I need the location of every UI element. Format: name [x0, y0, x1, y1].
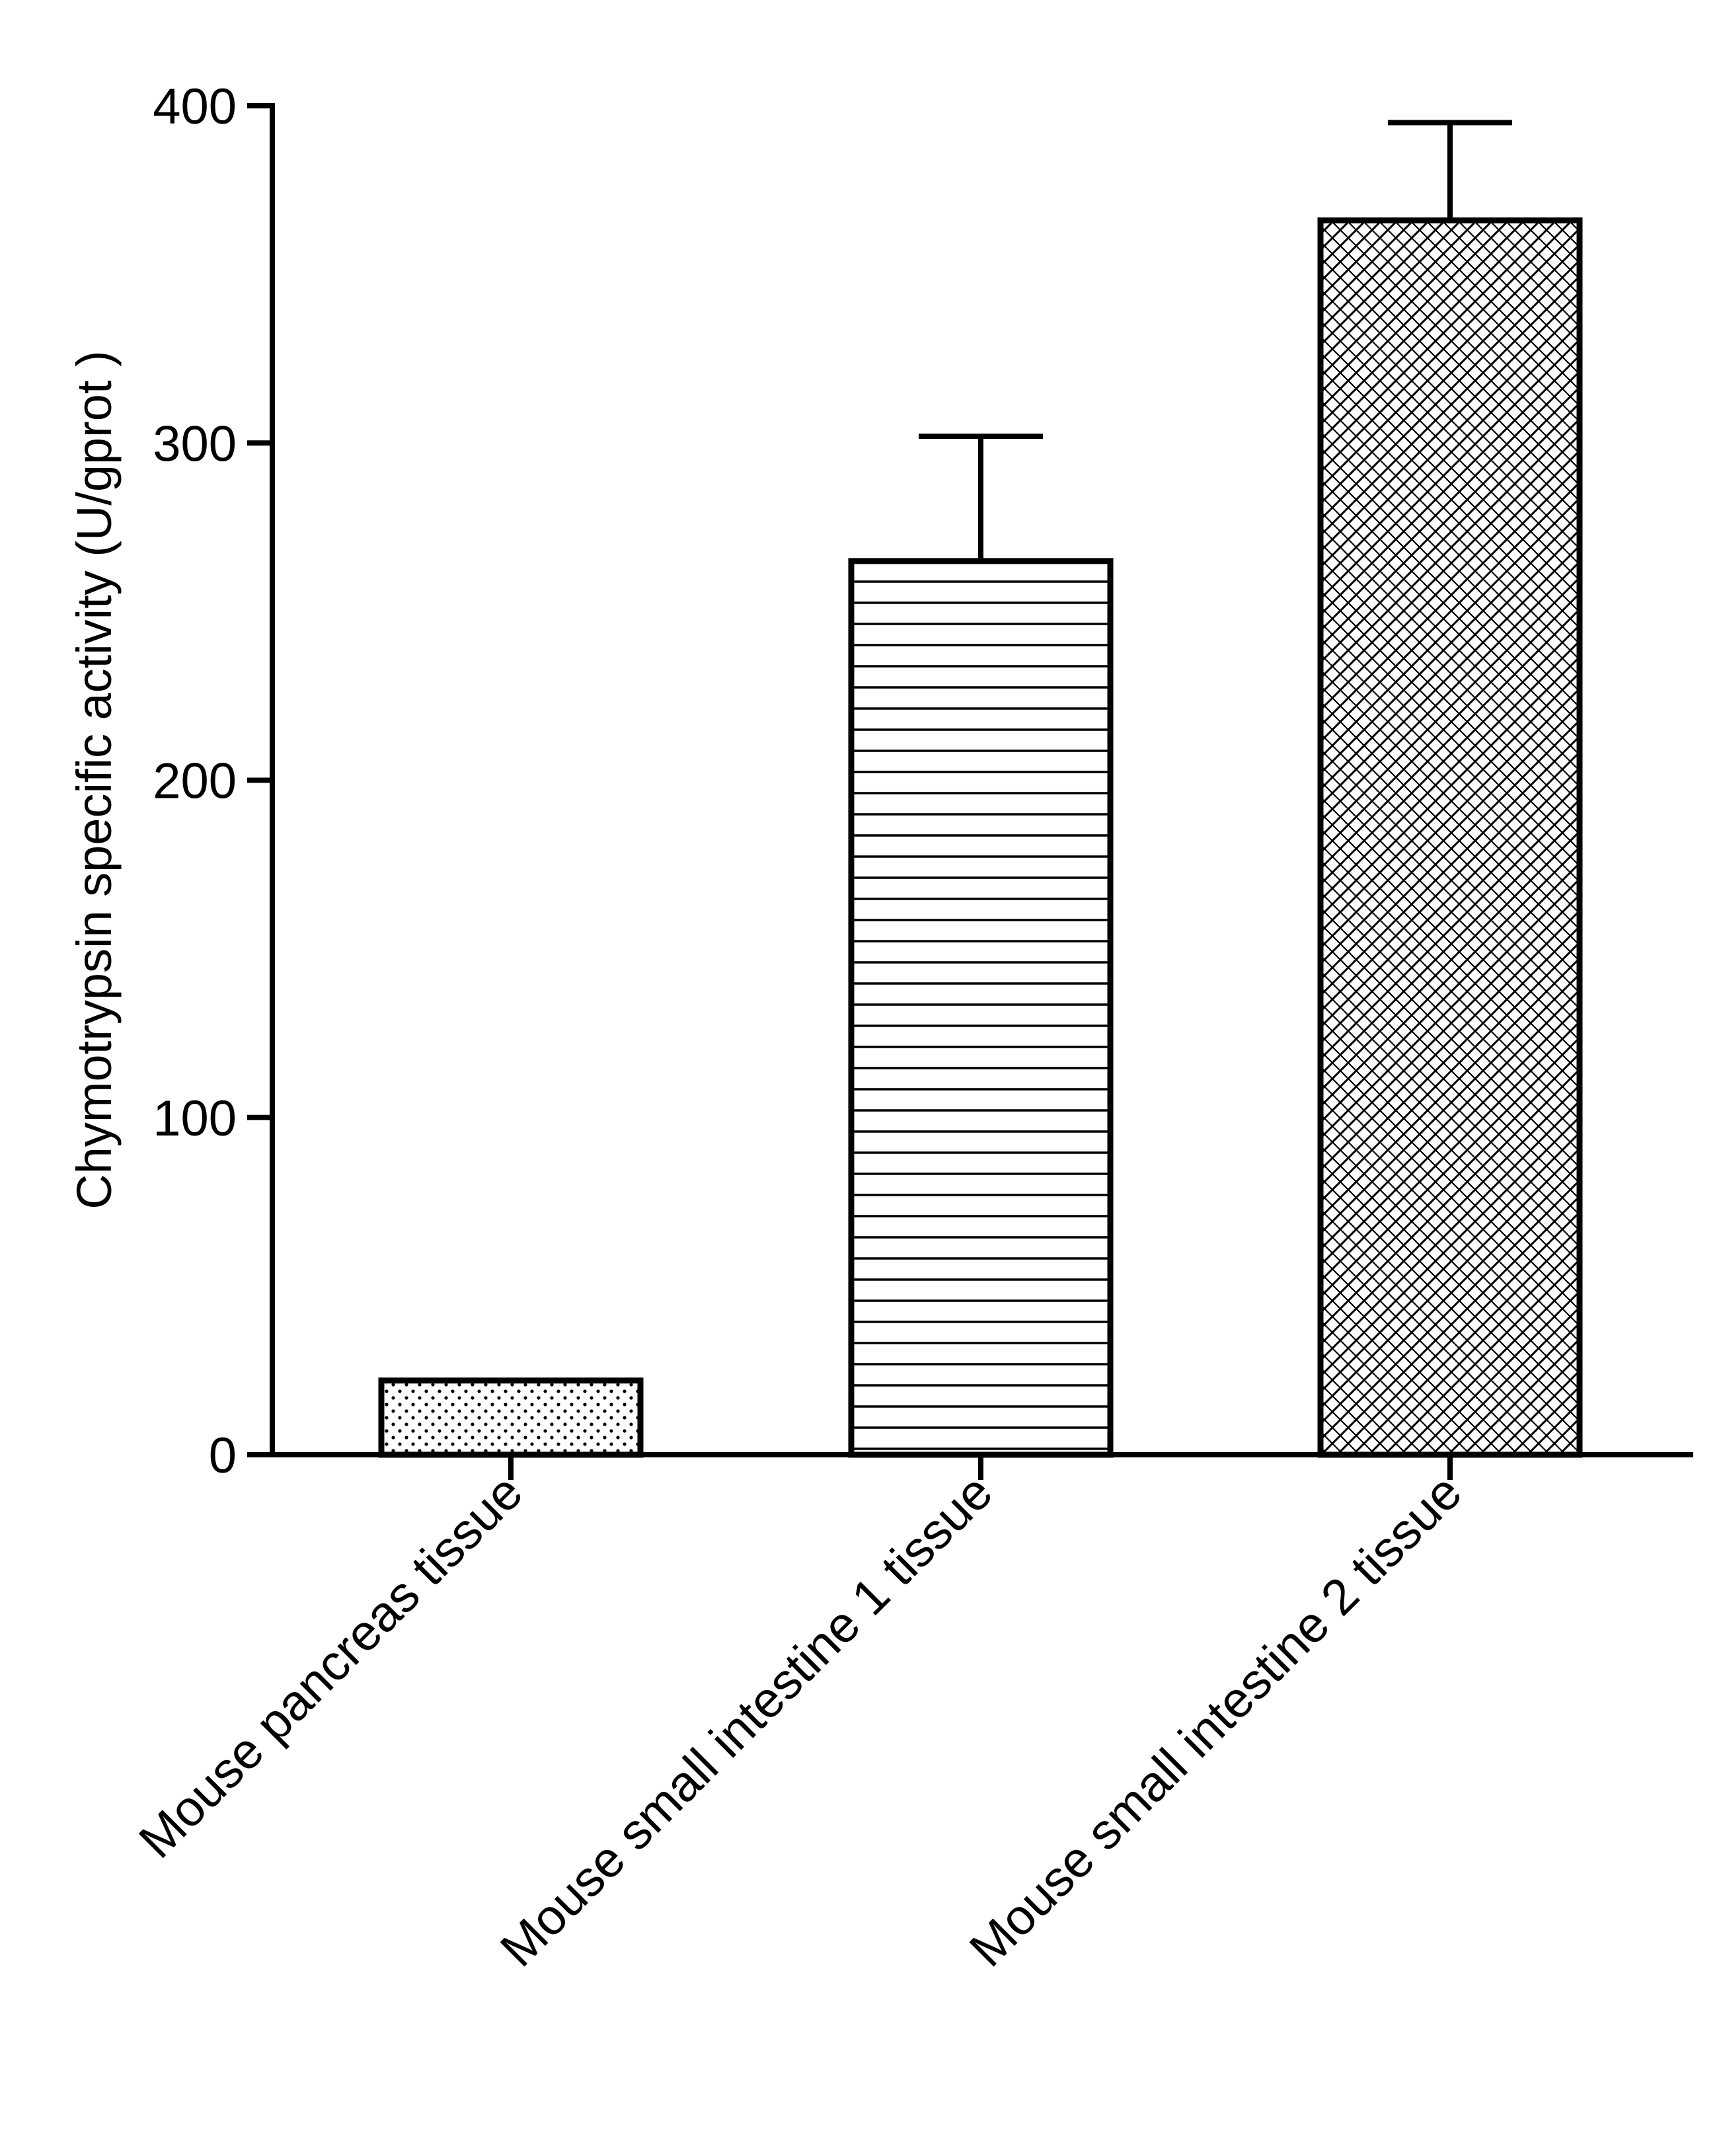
y-axis: 0 100 200 300 400 Chymotrypsin specific acti… [67, 79, 275, 1484]
y-ticks: 0 100 200 300 400 [153, 79, 272, 1484]
y-tick-label: 0 [209, 1428, 237, 1484]
y-tick-label: 100 [153, 1091, 237, 1147]
y-axis-title: Chymotrypsin specific activity (U/gprot … [67, 350, 122, 1209]
error-bars-layer [919, 120, 1512, 561]
x-category-label: Mouse small intestine 1 tissue [490, 1464, 1003, 1978]
y-tick-label: 300 [153, 416, 237, 472]
x-category-label: Mouse small intestine 2 tissue [959, 1464, 1472, 1978]
y-tick-label: 400 [153, 79, 237, 135]
x-category-label: Mouse pancreas tissue [128, 1464, 533, 1869]
bar [1317, 217, 1583, 1458]
y-tick-label: 200 [153, 753, 237, 810]
bar [378, 1377, 644, 1458]
bar [848, 558, 1114, 1458]
bars-layer [378, 217, 1583, 1458]
